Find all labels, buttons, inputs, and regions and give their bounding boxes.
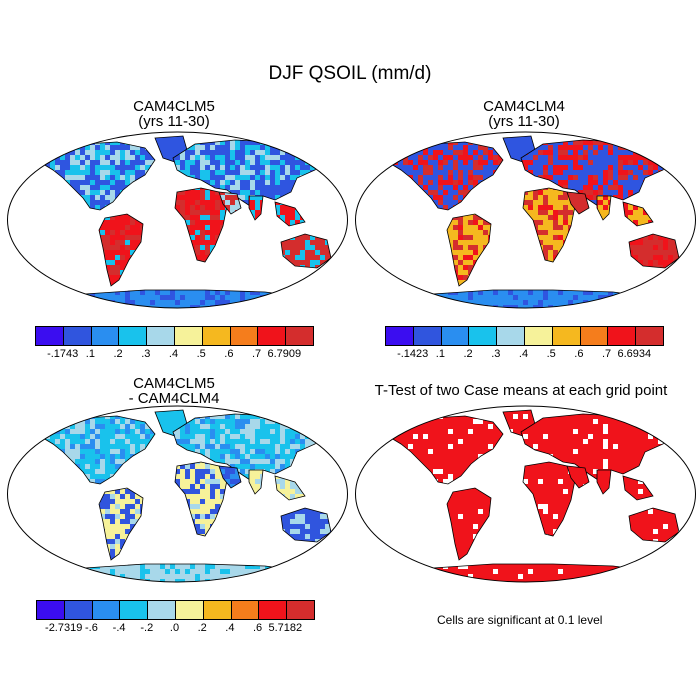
colorbar-tick-label: .1 [86, 348, 95, 360]
colorbar-tick-label: .2 [198, 622, 207, 634]
panel2-subtitle: (yrs 11-30) [444, 114, 604, 129]
colorbar-difference [36, 600, 315, 620]
colorbar-tick-label: .7 [252, 348, 261, 360]
map-ttest [353, 404, 698, 584]
panel4-title: T-Test of two Case means at each grid po… [356, 383, 686, 398]
colorbar-tick-label: -.2 [140, 622, 153, 634]
colorbar-swatch [386, 327, 414, 345]
colorbar-tick-label: 6.6934 [617, 348, 651, 360]
colorbar-tick-label: 6.7909 [267, 348, 301, 360]
panel2-title: CAM4CLM4 [444, 99, 604, 114]
colorbar-tick-label: .6 [253, 622, 262, 634]
colorbar-swatch [232, 601, 260, 619]
colorbar-swatch [497, 327, 525, 345]
colorbar-tick-label: -2.7319 [45, 622, 82, 634]
colorbar-swatch [204, 601, 232, 619]
colorbar-tick-label: -.1743 [47, 348, 78, 360]
colorbar-tick-label: -.4 [113, 622, 126, 634]
colorbar-swatch [581, 327, 609, 345]
colorbar-tick-label: 5.7182 [268, 622, 302, 634]
colorbar-swatch [92, 327, 120, 345]
panel1-subtitle: (yrs 11-30) [94, 114, 254, 129]
colorbar-tick-label: -.6 [85, 622, 98, 634]
colorbar-tick-label: .0 [170, 622, 179, 634]
colorbar-swatch [525, 327, 553, 345]
colorbar-swatch [259, 601, 287, 619]
colorbar-swatch [64, 327, 92, 345]
colorbar-tick-label: .5 [547, 348, 556, 360]
map-difference [5, 404, 350, 584]
colorbar-tick-label: .4 [225, 622, 234, 634]
colorbar-tick-label: .4 [519, 348, 528, 360]
colorbar-swatch [120, 601, 148, 619]
colorbar-swatch [176, 601, 204, 619]
colorbar-swatch [258, 327, 286, 345]
map-cam4clm4 [353, 130, 698, 310]
colorbar-swatch [203, 327, 231, 345]
colorbar-swatch [119, 327, 147, 345]
colorbar-tick-label: .6 [224, 348, 233, 360]
colorbar-swatch [286, 327, 313, 345]
colorbar-swatch [287, 601, 314, 619]
colorbar-swatch [231, 327, 259, 345]
colorbar-swatch [553, 327, 581, 345]
colorbar-swatch [469, 327, 497, 345]
colorbar-tick-label: .4 [169, 348, 178, 360]
colorbar-tick-label: .2 [114, 348, 123, 360]
colorbar-tick-label: -.1423 [397, 348, 428, 360]
colorbar-swatch [175, 327, 203, 345]
panel1-title: CAM4CLM5 [94, 99, 254, 114]
colorbar-swatch [93, 601, 121, 619]
colorbar-tick-label: .3 [491, 348, 500, 360]
colorbar-swatch [36, 327, 64, 345]
colorbar-tick-label: .1 [436, 348, 445, 360]
colorbar-swatch [148, 601, 176, 619]
colorbar-tick-label: .2 [464, 348, 473, 360]
colorbar-swatch [442, 327, 470, 345]
colorbar-swatch [147, 327, 175, 345]
colorbar-swatch [608, 327, 636, 345]
colorbar-cam4clm5 [35, 326, 314, 346]
colorbar-tick-label: .6 [574, 348, 583, 360]
colorbar-tick-label: .7 [602, 348, 611, 360]
colorbar-cam4clm4 [385, 326, 664, 346]
panel3-title: CAM4CLM5 [94, 376, 254, 391]
figure-title: DJF QSOIL (mm/d) [0, 63, 700, 85]
colorbar-swatch [414, 327, 442, 345]
colorbar-swatch [37, 601, 65, 619]
map-cam4clm5 [5, 130, 350, 310]
significance-note: Cells are significant at 0.1 level [437, 613, 602, 627]
colorbar-swatch [65, 601, 93, 619]
colorbar-tick-label: .5 [197, 348, 206, 360]
colorbar-swatch [636, 327, 663, 345]
colorbar-tick-label: .3 [141, 348, 150, 360]
